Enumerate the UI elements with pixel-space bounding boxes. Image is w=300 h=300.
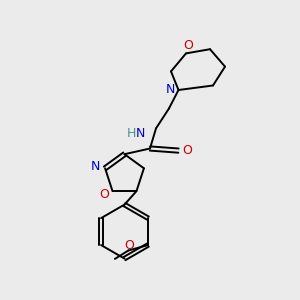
Text: O: O [99, 188, 109, 201]
Text: O: O [124, 238, 134, 252]
Text: N: N [136, 127, 145, 140]
Text: H: H [126, 127, 136, 140]
Text: O: O [184, 39, 193, 52]
Text: N: N [165, 82, 175, 96]
Text: N: N [91, 160, 100, 173]
Text: O: O [182, 143, 192, 157]
